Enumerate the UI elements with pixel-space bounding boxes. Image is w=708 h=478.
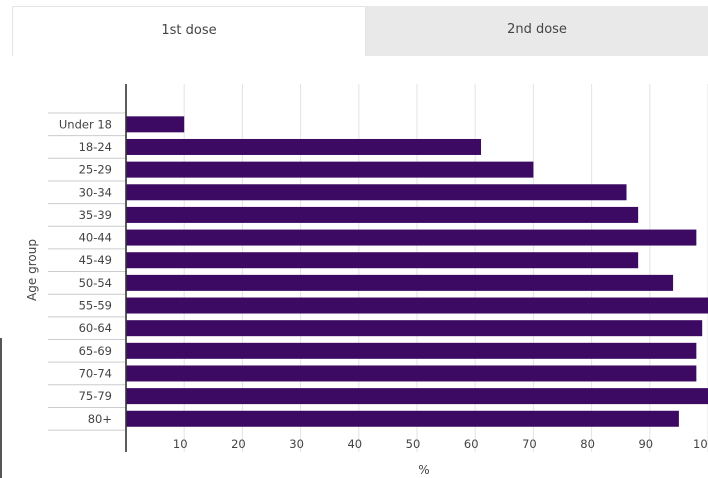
category-label: 80+ [88, 412, 112, 426]
bar [126, 138, 482, 155]
bar [126, 252, 639, 269]
tab-1st-dose[interactable]: 1st dose [12, 6, 366, 56]
bar [126, 388, 708, 405]
bar [126, 206, 639, 223]
bar [126, 297, 708, 314]
category-label: 18-24 [79, 140, 112, 154]
bar [126, 161, 534, 178]
category-label: 60-64 [79, 321, 112, 335]
bar [126, 320, 703, 337]
x-tick-label: 70 [522, 437, 537, 451]
category-label: 75-79 [79, 389, 112, 403]
category-label: 35-39 [79, 208, 112, 222]
bars [126, 116, 708, 427]
x-tick-label: 20 [231, 437, 246, 451]
bar [126, 229, 697, 246]
bar [126, 365, 697, 382]
x-tick-label: 80 [580, 437, 595, 451]
x-tick-label: 30 [289, 437, 304, 451]
bar [126, 274, 674, 291]
category-labels: Under 18 18-24 25-29 30-34 35-39 40-44 45-49 50… [48, 112, 126, 431]
category-label: 40-44 [79, 231, 112, 245]
dose-tabs: 1st dose 2nd dose [12, 6, 708, 56]
bar [126, 342, 697, 359]
y-axis-title: Age group [25, 239, 39, 301]
x-tick-labels: 10 20 30 40 50 60 70 80 90 100 [173, 437, 708, 451]
x-tick-label: 90 [638, 437, 653, 451]
tab-2nd-dose[interactable]: 2nd dose [366, 6, 708, 56]
category-label: 55-59 [79, 299, 112, 313]
x-tick-label: 40 [347, 437, 362, 451]
x-axis-title: % [418, 463, 429, 477]
category-label: 25-29 [79, 163, 112, 177]
x-tick-label: 10 [173, 437, 188, 451]
bar [126, 410, 679, 427]
bar [126, 184, 627, 201]
category-label: 50-54 [79, 276, 112, 290]
left-edge-divider [0, 338, 2, 478]
bar [126, 116, 185, 133]
x-tick-label: 100 [693, 437, 708, 451]
category-label: 70-74 [79, 366, 112, 380]
category-label: 65-69 [79, 344, 112, 358]
x-tick-label: 60 [464, 437, 479, 451]
category-label: 30-34 [79, 185, 112, 199]
category-label: Under 18 [59, 117, 112, 131]
category-label: 45-49 [79, 253, 112, 267]
x-tick-label: 50 [406, 437, 421, 451]
